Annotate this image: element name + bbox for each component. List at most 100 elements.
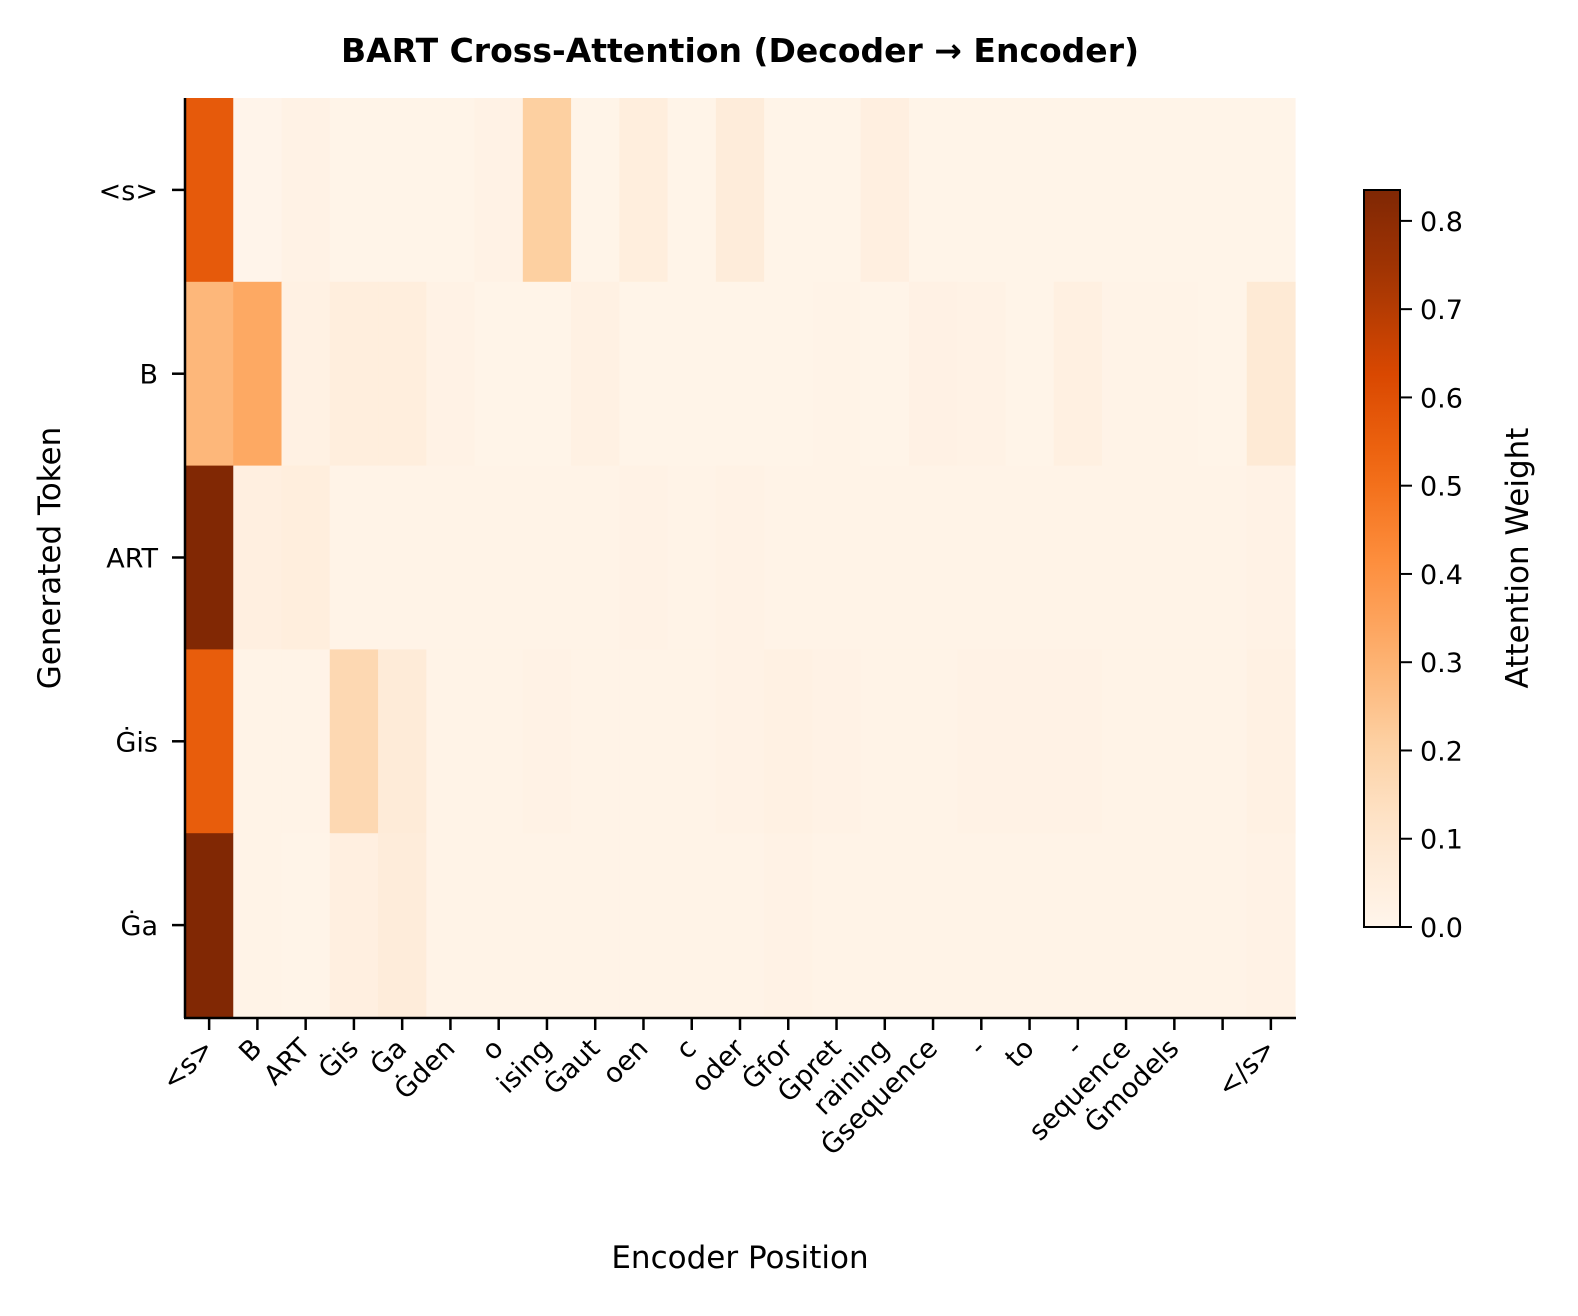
heatmap-cell: [281, 281, 331, 467]
heatmap-cell: [860, 281, 910, 467]
heatmap-cell: [619, 649, 669, 834]
heatmap-cell: [860, 833, 910, 1018]
y-tick-label: <s>: [99, 176, 158, 207]
heatmap-cell: [233, 98, 283, 283]
heatmap-cell: [185, 465, 234, 650]
heatmap-cell: [233, 281, 283, 467]
heatmap-cell: [908, 649, 958, 834]
x-tick-label: Ġis: [312, 1032, 365, 1085]
heatmap-cell: [1053, 833, 1103, 1018]
heatmap-cells: [185, 98, 1296, 1018]
heatmap-cell: [1101, 833, 1151, 1018]
heatmap-cell: [860, 465, 910, 650]
heatmap-cell: [1150, 833, 1200, 1018]
colorbar-tick-label: 0.5: [1420, 472, 1463, 503]
heatmap-cell: [426, 465, 476, 650]
heatmap-cell: [378, 465, 427, 650]
heatmap-cell: [522, 281, 572, 467]
heatmap-cell: [1198, 649, 1248, 834]
heatmap-cell: [1005, 281, 1055, 467]
heatmap-cell: [1053, 98, 1103, 283]
heatmap-cell: [329, 833, 379, 1018]
heatmap-cell: [378, 98, 427, 283]
x-tick-label: ART: [258, 1033, 317, 1092]
heatmap-cell: [1198, 833, 1248, 1018]
y-tick-label: ART: [106, 544, 158, 575]
heatmap-cell: [329, 649, 379, 834]
heatmap-cell: [908, 98, 958, 283]
chart-title: BART Cross-Attention (Decoder → Encoder): [341, 31, 1139, 70]
heatmap-cell: [185, 833, 234, 1018]
colorbar-tick-label: 0.8: [1420, 207, 1463, 238]
heatmap-cell: [378, 833, 427, 1018]
heatmap-cell: [957, 281, 1007, 467]
heatmap-cell: [1198, 98, 1248, 283]
heatmap-cell: [329, 465, 379, 650]
heatmap-cell: [1005, 465, 1055, 650]
heatmap-cell: [571, 98, 620, 283]
colorbar-label: Attention Weight: [1500, 428, 1536, 689]
x-axis-label: Encoder Position: [611, 1240, 868, 1276]
heatmap-cell: [1150, 98, 1200, 283]
heatmap-cell: [619, 833, 669, 1018]
heatmap-cell: [908, 281, 958, 467]
x-tick-label: -: [1060, 1033, 1089, 1062]
heatmap-cell: [812, 833, 862, 1018]
heatmap-cell: [1053, 281, 1103, 467]
heatmap-cell: [1246, 833, 1296, 1018]
colorbar-ticks: 0.0 0.1 0.2 0.3 0.4 0.5 0.6 0.7 0.8: [1400, 207, 1463, 944]
heatmap-cell: [1101, 281, 1151, 467]
heatmap-cell: [957, 649, 1007, 834]
heatmap-cell: [522, 465, 572, 650]
heatmap-cell: [426, 98, 476, 283]
heatmap-cell: [1101, 98, 1151, 283]
heatmap-cell: [667, 649, 717, 834]
x-tick-label: oen: [597, 1033, 654, 1090]
heatmap-cell: [474, 98, 524, 283]
heatmap-cell: [812, 281, 862, 467]
heatmap-cell: [329, 281, 379, 467]
heatmap-cell: [571, 465, 620, 650]
heatmap-cell: [908, 465, 958, 650]
heatmap-cell: [1246, 98, 1296, 283]
heatmap-cell: [233, 649, 283, 834]
heatmap-cell: [281, 833, 331, 1018]
heatmap-cell: [233, 465, 283, 650]
heatmap-cell: [281, 465, 331, 650]
heatmap-cell: [571, 281, 620, 467]
heatmap-cell: [185, 281, 234, 467]
heatmap-cell: [715, 649, 765, 834]
heatmap-cell: [715, 98, 765, 283]
colorbar-tick-label: 0.0: [1420, 913, 1463, 944]
heatmap-cell: [1246, 281, 1296, 467]
heatmap-cell: [329, 98, 379, 283]
heatmap-cell: [1150, 465, 1200, 650]
heatmap-cell: [281, 649, 331, 834]
heatmap-cell: [571, 833, 620, 1018]
heatmap-cell: [812, 465, 862, 650]
y-axis-label: Generated Token: [32, 427, 68, 690]
heatmap-cell: [715, 465, 765, 650]
x-tick-label: Ġaut: [537, 1032, 606, 1101]
x-tick-label: to: [999, 1033, 1040, 1074]
heatmap-cell: [1005, 98, 1055, 283]
heatmap-cell: [426, 281, 476, 467]
heatmap-cell: [1246, 465, 1296, 650]
heatmap-cell: [715, 281, 765, 467]
heatmap-cell: [764, 649, 813, 834]
colorbar-tick-label: 0.1: [1420, 825, 1463, 856]
heatmap-cell: [957, 98, 1007, 283]
y-tick-label: B: [139, 360, 158, 391]
heatmap-cell: [1198, 465, 1248, 650]
heatmap-cell: [860, 649, 910, 834]
heatmap-cell: [1101, 465, 1151, 650]
heatmap-cell: [1053, 465, 1103, 650]
heatmap-cell: [812, 98, 862, 283]
heatmap-cell: [667, 98, 717, 283]
heatmap-cell: [378, 281, 427, 467]
colorbar-tick-label: 0.6: [1420, 383, 1463, 414]
colorbar-tick-label: 0.4: [1420, 560, 1463, 591]
heatmap-cell: [474, 833, 524, 1018]
